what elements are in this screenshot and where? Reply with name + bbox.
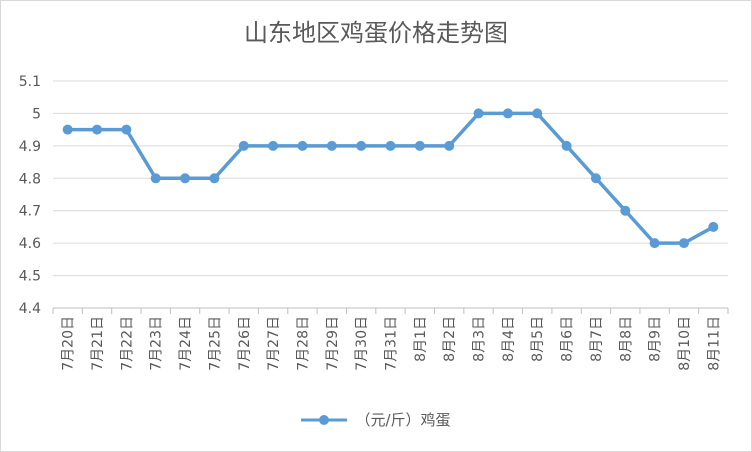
data-point [620,205,631,216]
data-point [649,238,660,249]
data-point [385,140,396,151]
x-tick-label: 7月28日 [295,316,311,371]
data-point [356,140,367,151]
data-point [502,108,513,119]
series-egg-price [62,108,719,249]
x-tick-label: 8月2日 [442,316,458,362]
y-tick-label: 4.5 [19,269,41,285]
data-point [326,140,337,151]
x-tick-label: 8月3日 [472,316,488,362]
y-tick-label: 4.8 [19,171,41,187]
x-axis: 7月20日 7月21日 7月22日 7月23日 7月24日 7月25日 7月26日 7月27日… [52,307,729,371]
data-point [180,173,191,184]
x-tick-label: 8月6日 [560,316,576,362]
data-point [473,108,484,119]
data-point [708,221,719,232]
x-tick-label: 7月24日 [178,316,194,371]
x-tick-label: 7月21日 [90,316,106,371]
x-tick-label: 8月5日 [530,316,546,362]
legend: （元/斤）鸡蛋 [1,409,751,430]
data-point [92,124,103,135]
data-point [444,140,455,151]
legend-label: （元/斤）鸡蛋 [355,411,451,429]
x-tick-label: 8月1日 [413,316,429,362]
chart-title: 山东地区鸡蛋价格走势图 [244,19,508,47]
y-tick-label: 4.6 [19,236,41,252]
data-point [209,173,220,184]
y-tick-label: 5.1 [19,74,41,90]
data-point [297,140,308,151]
x-tick-label: 7月27日 [266,316,282,371]
y-tick-label: 4.7 [19,204,41,220]
data-point [150,173,161,184]
y-tick-label: 4.9 [19,139,41,155]
data-point [268,140,279,151]
x-tick-label: 8月7日 [589,316,605,362]
x-tick-label: 7月22日 [119,316,135,371]
x-tick-label: 8月11日 [706,316,722,371]
x-tick-label: 7月20日 [61,316,77,371]
x-tick-label: 8月8日 [618,316,634,362]
y-tick-label: 4.4 [19,301,41,317]
x-tick-label: 7月29日 [325,316,341,371]
x-tick-label: 8月10日 [677,316,693,371]
x-tick-label: 7月23日 [149,316,165,371]
x-tick-label: 7月30日 [354,316,370,371]
data-point [121,124,132,135]
data-point [590,173,601,184]
x-tick-label: 8月9日 [648,316,664,362]
data-point [414,140,425,151]
y-axis-ticks: 4.4 4.5 4.6 4.7 4.8 4.9 5 5.1 [19,74,41,317]
data-point [238,140,249,151]
data-point [532,108,543,119]
x-tick-label: 7月25日 [207,316,223,371]
x-tick-label: 7月26日 [237,316,253,371]
y-tick-label: 5 [32,106,41,122]
x-tick-label: 7月31日 [384,316,400,371]
x-tick-label: 8月4日 [501,316,517,362]
data-point [561,140,572,151]
data-point [678,238,689,249]
data-point [62,124,73,135]
legend-swatch [301,414,348,425]
